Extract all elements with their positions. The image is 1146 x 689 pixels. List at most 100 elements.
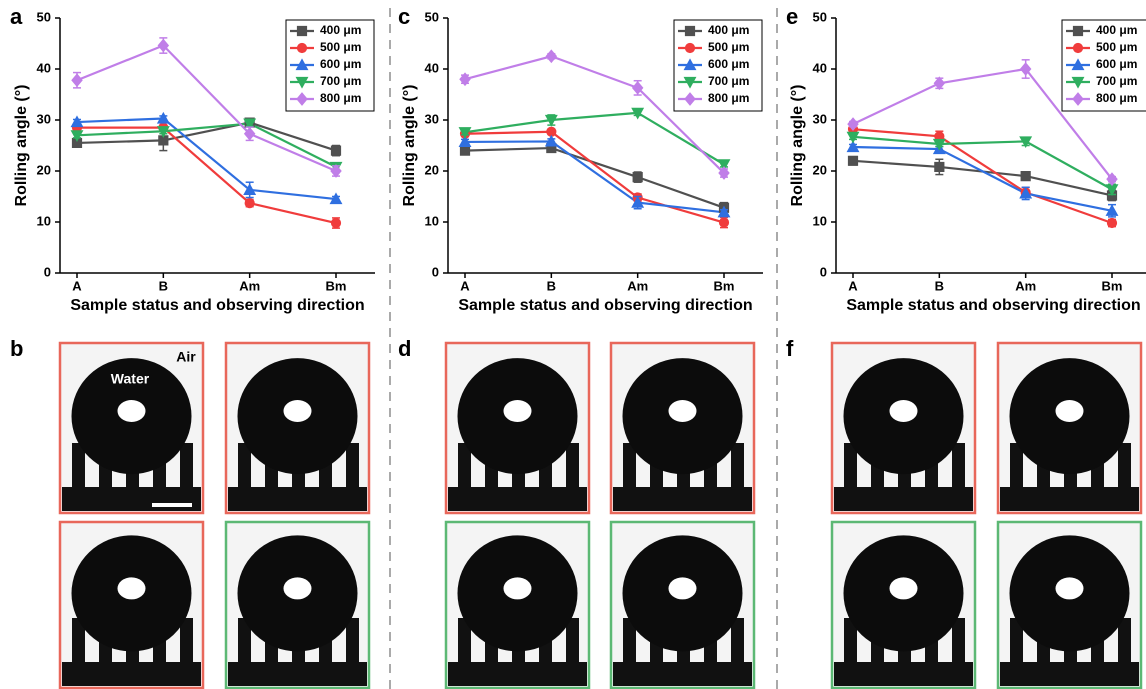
pillar [180, 618, 193, 668]
pillar [1118, 443, 1131, 493]
marker [157, 38, 170, 53]
legend-marker [1072, 92, 1084, 106]
legend-marker [684, 25, 696, 37]
x-tick-label: Am [239, 278, 260, 293]
marker [156, 111, 170, 124]
marker [330, 145, 342, 156]
droplet-photo [830, 341, 977, 515]
droplet-photo [58, 520, 205, 689]
marker [243, 183, 257, 195]
marker [631, 80, 644, 95]
y-tick-label: 20 [37, 162, 51, 177]
pillar [72, 443, 85, 493]
marker [1019, 62, 1032, 76]
marker [847, 155, 859, 166]
series-line [464, 140, 725, 214]
legend-marker [1071, 58, 1085, 71]
pillar [844, 618, 857, 668]
pillar [238, 443, 251, 493]
pillar [1010, 618, 1023, 668]
y-tick-label: 50 [37, 9, 51, 24]
marker [158, 135, 169, 146]
pillar [731, 618, 744, 668]
marker [329, 192, 343, 205]
droplet-highlight [1055, 577, 1084, 600]
series-line [852, 145, 1113, 212]
marker [846, 140, 860, 153]
droplet-highlight [1055, 400, 1084, 422]
droplet-photo [996, 520, 1143, 689]
legend-marker [684, 92, 696, 106]
y-tick-label: 20 [813, 162, 827, 177]
marker [932, 138, 946, 151]
legend-marker [1071, 76, 1085, 89]
x-axis-title: Sample status and observing direction [70, 297, 364, 314]
droplet-photo [996, 341, 1143, 515]
legend-marker [683, 58, 697, 71]
marker [244, 198, 255, 209]
droplet-photo [444, 341, 591, 515]
y-axis-title: Rolling angle (°) [789, 85, 806, 207]
droplet-photo [224, 520, 371, 689]
pillar [952, 618, 965, 668]
legend-label: 400 μm [1096, 23, 1137, 37]
y-tick-label: 0 [44, 264, 51, 279]
marker [458, 127, 472, 139]
series-line [464, 130, 725, 224]
y-tick-label: 40 [813, 60, 827, 75]
droplet-highlight [668, 577, 697, 600]
pillar [180, 443, 193, 493]
pillar [238, 618, 251, 668]
series-line [464, 55, 725, 174]
legend-label: 500 μm [1096, 40, 1137, 54]
marker [243, 126, 256, 141]
x-tick-label: Am [1015, 278, 1036, 293]
droplet-photo [609, 520, 756, 689]
pillar [623, 618, 636, 668]
legend-marker [1072, 25, 1084, 37]
y-tick-label: 40 [37, 60, 51, 75]
series-line [464, 111, 725, 166]
x-tick-label: Bm [1102, 278, 1123, 293]
marker [1105, 204, 1119, 216]
legend-label: 700 μm [1096, 74, 1137, 88]
series-line [852, 159, 1113, 197]
marker [847, 117, 859, 131]
marker [1019, 186, 1033, 199]
pillar [623, 443, 636, 493]
droplet-photo [58, 341, 205, 515]
y-tick-label: 10 [37, 213, 51, 228]
x-axis-title: Sample status and observing direction [846, 297, 1140, 314]
legend-marker [295, 76, 309, 89]
marker [718, 166, 730, 180]
y-tick-label: 50 [813, 9, 827, 24]
x-axis-title: Sample status and observing direction [458, 297, 752, 314]
marker [631, 107, 645, 120]
pillar [844, 443, 857, 493]
marker [70, 115, 84, 128]
marker [459, 145, 471, 156]
pillar [566, 443, 579, 493]
x-tick-label: A [460, 278, 470, 293]
series-line [76, 121, 337, 152]
droplet-photo [224, 341, 371, 515]
droplet-highlight [503, 577, 532, 600]
x-tick-label: B [935, 278, 944, 293]
marker [544, 114, 558, 127]
legend-label: 800 μm [320, 91, 361, 105]
x-tick-label: Bm [326, 278, 347, 293]
legend-marker [1072, 42, 1084, 54]
panel-label: a [10, 4, 23, 29]
y-axis-title: Rolling angle (°) [13, 85, 30, 207]
marker [1020, 171, 1031, 182]
legend-label: 700 μm [708, 74, 749, 88]
marker [717, 205, 731, 218]
marker [458, 135, 472, 148]
y-tick-label: 10 [813, 213, 827, 228]
legend-label: 500 μm [320, 40, 361, 54]
legend-label: 600 μm [320, 57, 361, 71]
panel-label: b [10, 336, 23, 361]
series-line [852, 135, 1113, 191]
y-axis-title: Rolling angle (°) [401, 85, 418, 207]
droplet-highlight [283, 577, 312, 600]
